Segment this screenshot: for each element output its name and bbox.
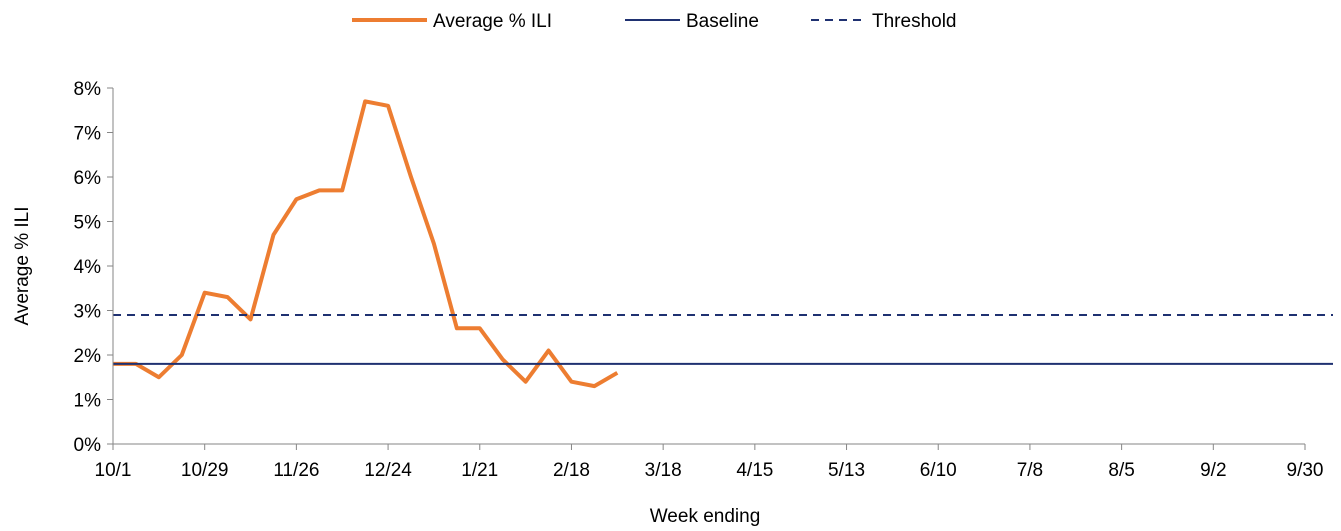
- legend-item: Average % ILI: [352, 11, 552, 32]
- x-tick-label: 11/26: [273, 460, 319, 481]
- x-tick-label: 9/2: [1200, 460, 1226, 481]
- y-tick-label: 3%: [74, 302, 102, 323]
- x-axis-title: Week ending: [650, 506, 761, 527]
- x-tick-label: 9/30: [1287, 460, 1324, 481]
- x-tick-label: 10/1: [95, 460, 132, 481]
- legend: Average % ILI Baseline Threshold: [352, 11, 957, 32]
- axes: [107, 87, 1306, 450]
- legend-label: Threshold: [872, 11, 957, 32]
- tick-labels: 0% 1% 2% 3% 4% 5% 6% 7% 8% 10/1 10/29 11/26 12/24 1/2…: [74, 79, 1324, 481]
- x-tick-label: 3/18: [645, 460, 682, 481]
- y-tick-label: 2%: [74, 346, 102, 367]
- x-tick-label: 2/18: [553, 460, 590, 481]
- y-tick-label: 0%: [74, 435, 102, 456]
- legend-item: Threshold: [811, 11, 957, 32]
- x-tick-label: 12/24: [364, 460, 412, 481]
- x-tick-label: 1/21: [461, 460, 498, 481]
- x-tick-label: 6/10: [920, 460, 957, 481]
- x-tick-label: 7/8: [1017, 460, 1043, 481]
- y-tick-label: 7%: [74, 124, 102, 145]
- y-axis-title: Average % ILI: [12, 206, 33, 325]
- y-tick-label: 4%: [74, 257, 102, 278]
- y-tick-label: 6%: [74, 168, 102, 189]
- y-tick-label: 5%: [74, 213, 102, 234]
- x-tick-label: 5/13: [828, 460, 865, 481]
- legend-label: Baseline: [686, 11, 759, 32]
- y-tick-label: 8%: [74, 79, 102, 100]
- series-line-average-ili: [113, 99, 619, 389]
- y-tick-label: 1%: [74, 391, 102, 412]
- x-tick-label: 4/15: [736, 460, 773, 481]
- legend-item: Baseline: [625, 11, 759, 32]
- plot-lines: [112, 99, 1333, 389]
- legend-label: Average % ILI: [433, 11, 552, 32]
- x-tick-label: 8/5: [1108, 460, 1134, 481]
- x-tick-label: 10/29: [181, 460, 229, 481]
